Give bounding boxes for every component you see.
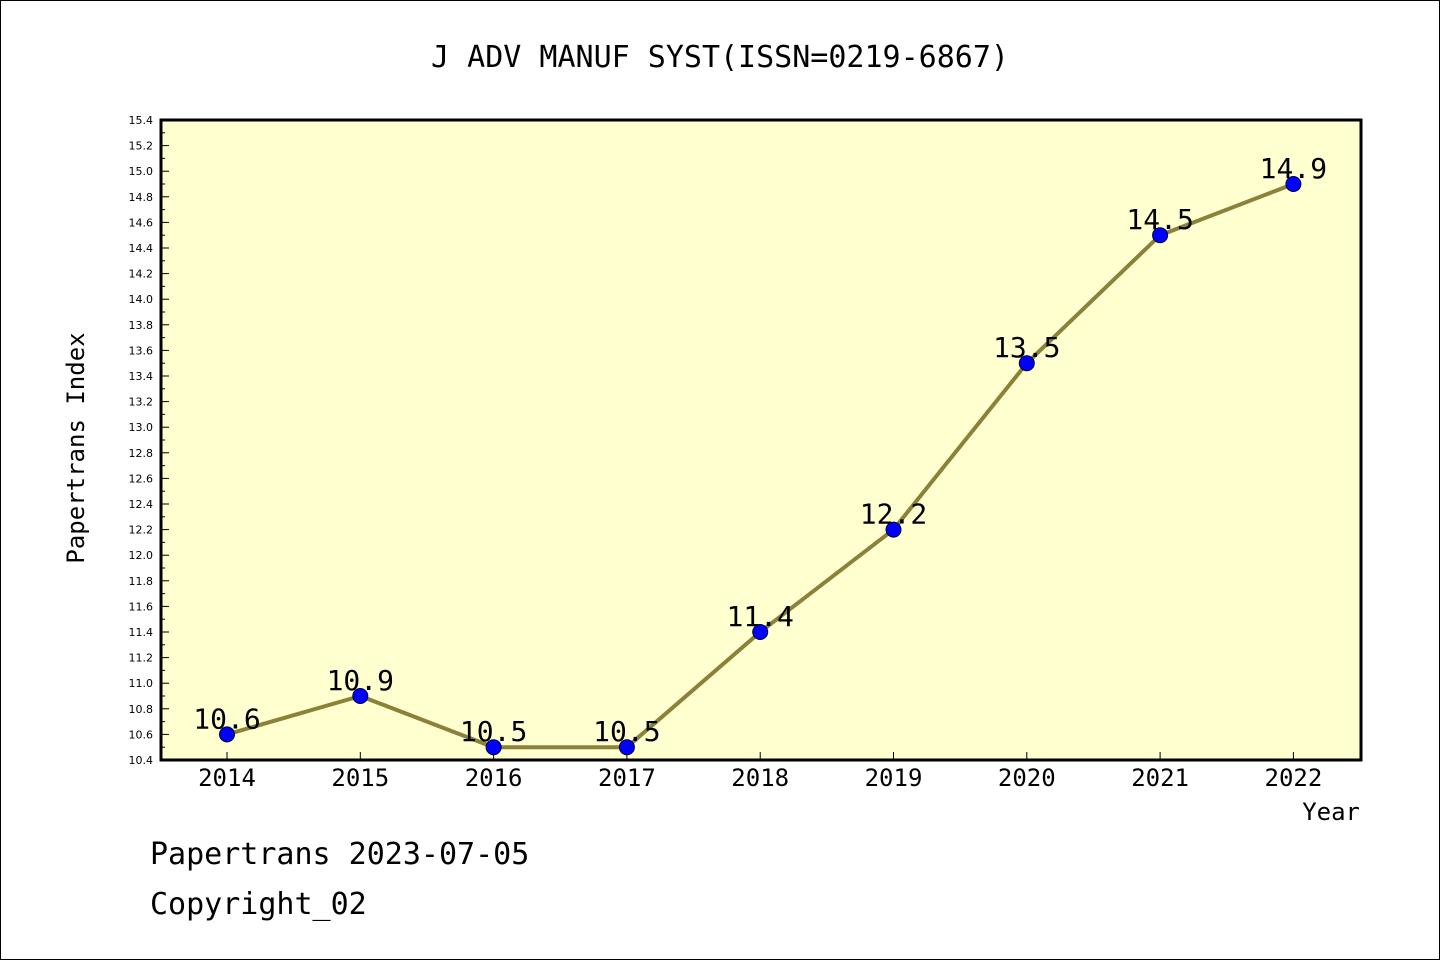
y-tick-label: 11.4 bbox=[129, 626, 154, 639]
data-label: 10.9 bbox=[327, 664, 394, 697]
y-tick-label: 10.4 bbox=[129, 754, 154, 767]
y-tick-label: 13.2 bbox=[129, 396, 154, 409]
data-point bbox=[485, 739, 502, 756]
x-axis-title: Year bbox=[1302, 798, 1360, 826]
data-point bbox=[1285, 176, 1302, 192]
y-tick-label: 11.2 bbox=[129, 652, 154, 665]
y-axis: 10.4 10.6 10.8 11.0 11.2 11.4 11.6 11.8 12.0 12.2… bbox=[129, 114, 169, 767]
x-tick-label: 2015 bbox=[331, 764, 389, 792]
y-tick-label: 15.2 bbox=[129, 140, 154, 153]
y-tick-label: 12.2 bbox=[129, 524, 154, 537]
y-tick-label: 14.4 bbox=[129, 242, 154, 255]
plot-border bbox=[159, 118, 1363, 762]
data-label: 10.5 bbox=[593, 715, 660, 748]
y-tick-label: 15.4 bbox=[129, 114, 154, 127]
data-label: 14.9 bbox=[1260, 152, 1327, 185]
data-point bbox=[352, 688, 369, 704]
y-tick-label: 14.8 bbox=[129, 191, 154, 204]
chart-title: J ADV MANUF SYST(ISSN=0219-6867) bbox=[431, 40, 1009, 75]
x-axis: 2014 2015 2016 2017 2018 2019 2020 2021 2022 bbox=[198, 752, 1322, 792]
y-tick-label: 13.0 bbox=[129, 421, 154, 434]
y-tick-label: 14.2 bbox=[129, 268, 154, 281]
y-tick-label: 12.6 bbox=[129, 472, 154, 485]
data-label: 12.2 bbox=[860, 498, 927, 531]
x-tick-label: 2018 bbox=[731, 764, 789, 792]
y-axis-title: Papertrans Index bbox=[62, 332, 90, 563]
data-point bbox=[618, 739, 635, 756]
data-point bbox=[1018, 355, 1035, 372]
data-label: 13.5 bbox=[993, 331, 1060, 364]
data-point bbox=[885, 521, 902, 538]
x-tick-label: 2021 bbox=[1131, 764, 1189, 792]
data-labels: 10.6 10.9 10.5 10.5 11.4 12.2 13.5 14.5 14.9 bbox=[193, 152, 1327, 748]
x-tick-label: 2022 bbox=[1265, 764, 1323, 792]
x-tick-label: 2020 bbox=[998, 764, 1056, 792]
data-label: 10.6 bbox=[193, 702, 260, 735]
data-points bbox=[219, 176, 1302, 756]
y-tick-label: 12.8 bbox=[129, 447, 154, 460]
y-tick-label: 10.6 bbox=[129, 728, 154, 741]
y-tick-label: 12.0 bbox=[129, 549, 154, 562]
y-tick-label: 11.6 bbox=[129, 600, 154, 613]
y-tick-label: 15.0 bbox=[129, 165, 154, 178]
footer-copyright: Copyright_02 bbox=[150, 887, 367, 922]
data-point bbox=[219, 726, 235, 743]
y-tick-label: 13.6 bbox=[129, 344, 154, 357]
y-tick-label: 10.8 bbox=[129, 703, 154, 716]
footer-date: Papertrans 2023-07-05 bbox=[150, 837, 529, 872]
y-tick-label: 14.6 bbox=[129, 216, 154, 229]
x-tick-label: 2016 bbox=[465, 764, 523, 792]
y-tick-label: 14.0 bbox=[129, 293, 154, 306]
data-label: 11.4 bbox=[726, 600, 793, 633]
data-point bbox=[1152, 227, 1169, 244]
x-tick-label: 2014 bbox=[198, 764, 256, 792]
data-label: 10.5 bbox=[460, 715, 527, 748]
y-tick-label: 13.8 bbox=[129, 319, 154, 332]
plot-area bbox=[161, 120, 1361, 760]
y-tick-label: 11.8 bbox=[129, 575, 154, 588]
y-tick-label: 13.4 bbox=[129, 370, 154, 383]
x-tick-label: 2019 bbox=[865, 764, 923, 792]
x-tick-label: 2017 bbox=[598, 764, 656, 792]
y-tick-label: 11.0 bbox=[129, 677, 154, 690]
data-label: 14.5 bbox=[1126, 203, 1193, 236]
y-tick-label: 12.4 bbox=[129, 498, 154, 511]
data-point bbox=[752, 624, 769, 640]
